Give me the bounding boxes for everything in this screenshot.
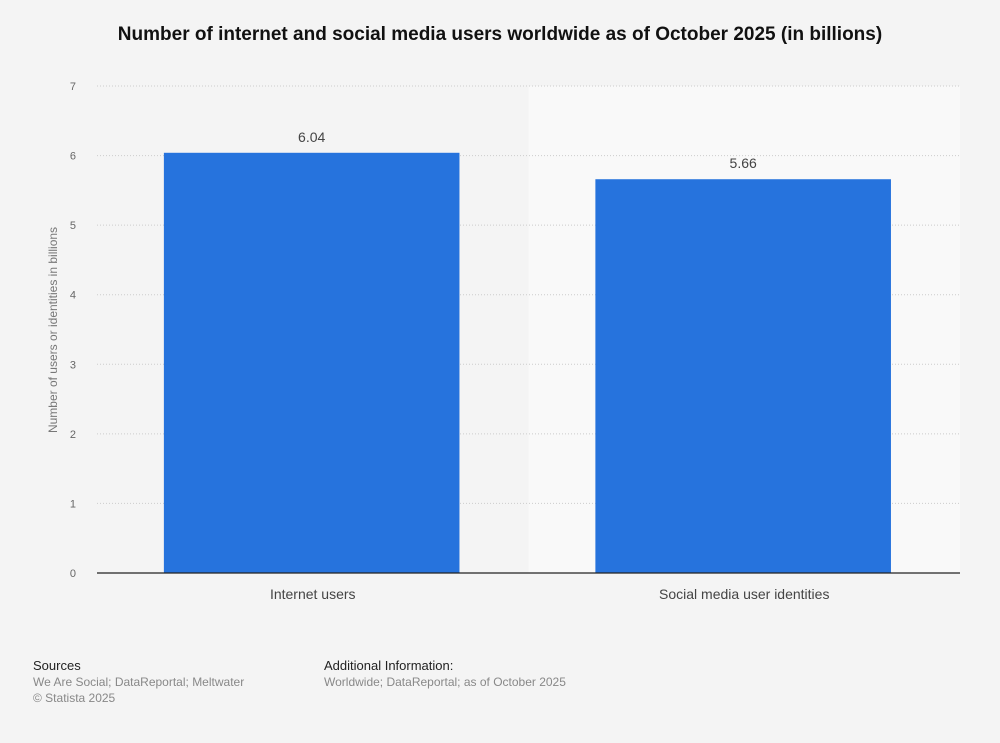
chart-title: Number of internet and social media user… <box>117 24 883 45</box>
bar <box>595 179 891 573</box>
additional-info-block: Additional Information: Worldwide; DataR… <box>324 658 566 690</box>
y-tick-label: 4 <box>70 290 76 302</box>
y-tick-label: 7 <box>70 81 76 93</box>
bar-chart: 0 1 2 3 4 5 6 7 Number of users or identities in… <box>46 81 960 602</box>
y-tick-label: 5 <box>70 220 76 232</box>
y-tick-label: 6 <box>70 151 76 163</box>
sources-text: We Are Social; DataReportal; Meltwater <box>33 675 245 689</box>
y-tick-label: 0 <box>70 568 76 580</box>
sources-block: Sources We Are Social; DataReportal; Mel… <box>33 658 244 706</box>
y-tick-label: 1 <box>70 498 76 510</box>
y-axis-label: Number of users or identities in billion… <box>46 227 60 433</box>
data-label: 6.04 <box>298 129 325 145</box>
bar <box>163 152 460 573</box>
additional-info-text: Worldwide; DataReportal; as of October 2… <box>324 675 566 689</box>
y-tick-label: 2 <box>70 429 76 441</box>
copyright-text: © Statista 2025 <box>33 691 116 705</box>
x-tick-label: Social media user identities <box>659 586 829 602</box>
y-tick-label: 3 <box>70 359 76 371</box>
x-tick-label: Internet users <box>270 586 356 602</box>
additional-info-label: Additional Information: <box>324 658 454 673</box>
sources-label: Sources <box>33 658 81 673</box>
data-label: 5.66 <box>730 155 757 171</box>
